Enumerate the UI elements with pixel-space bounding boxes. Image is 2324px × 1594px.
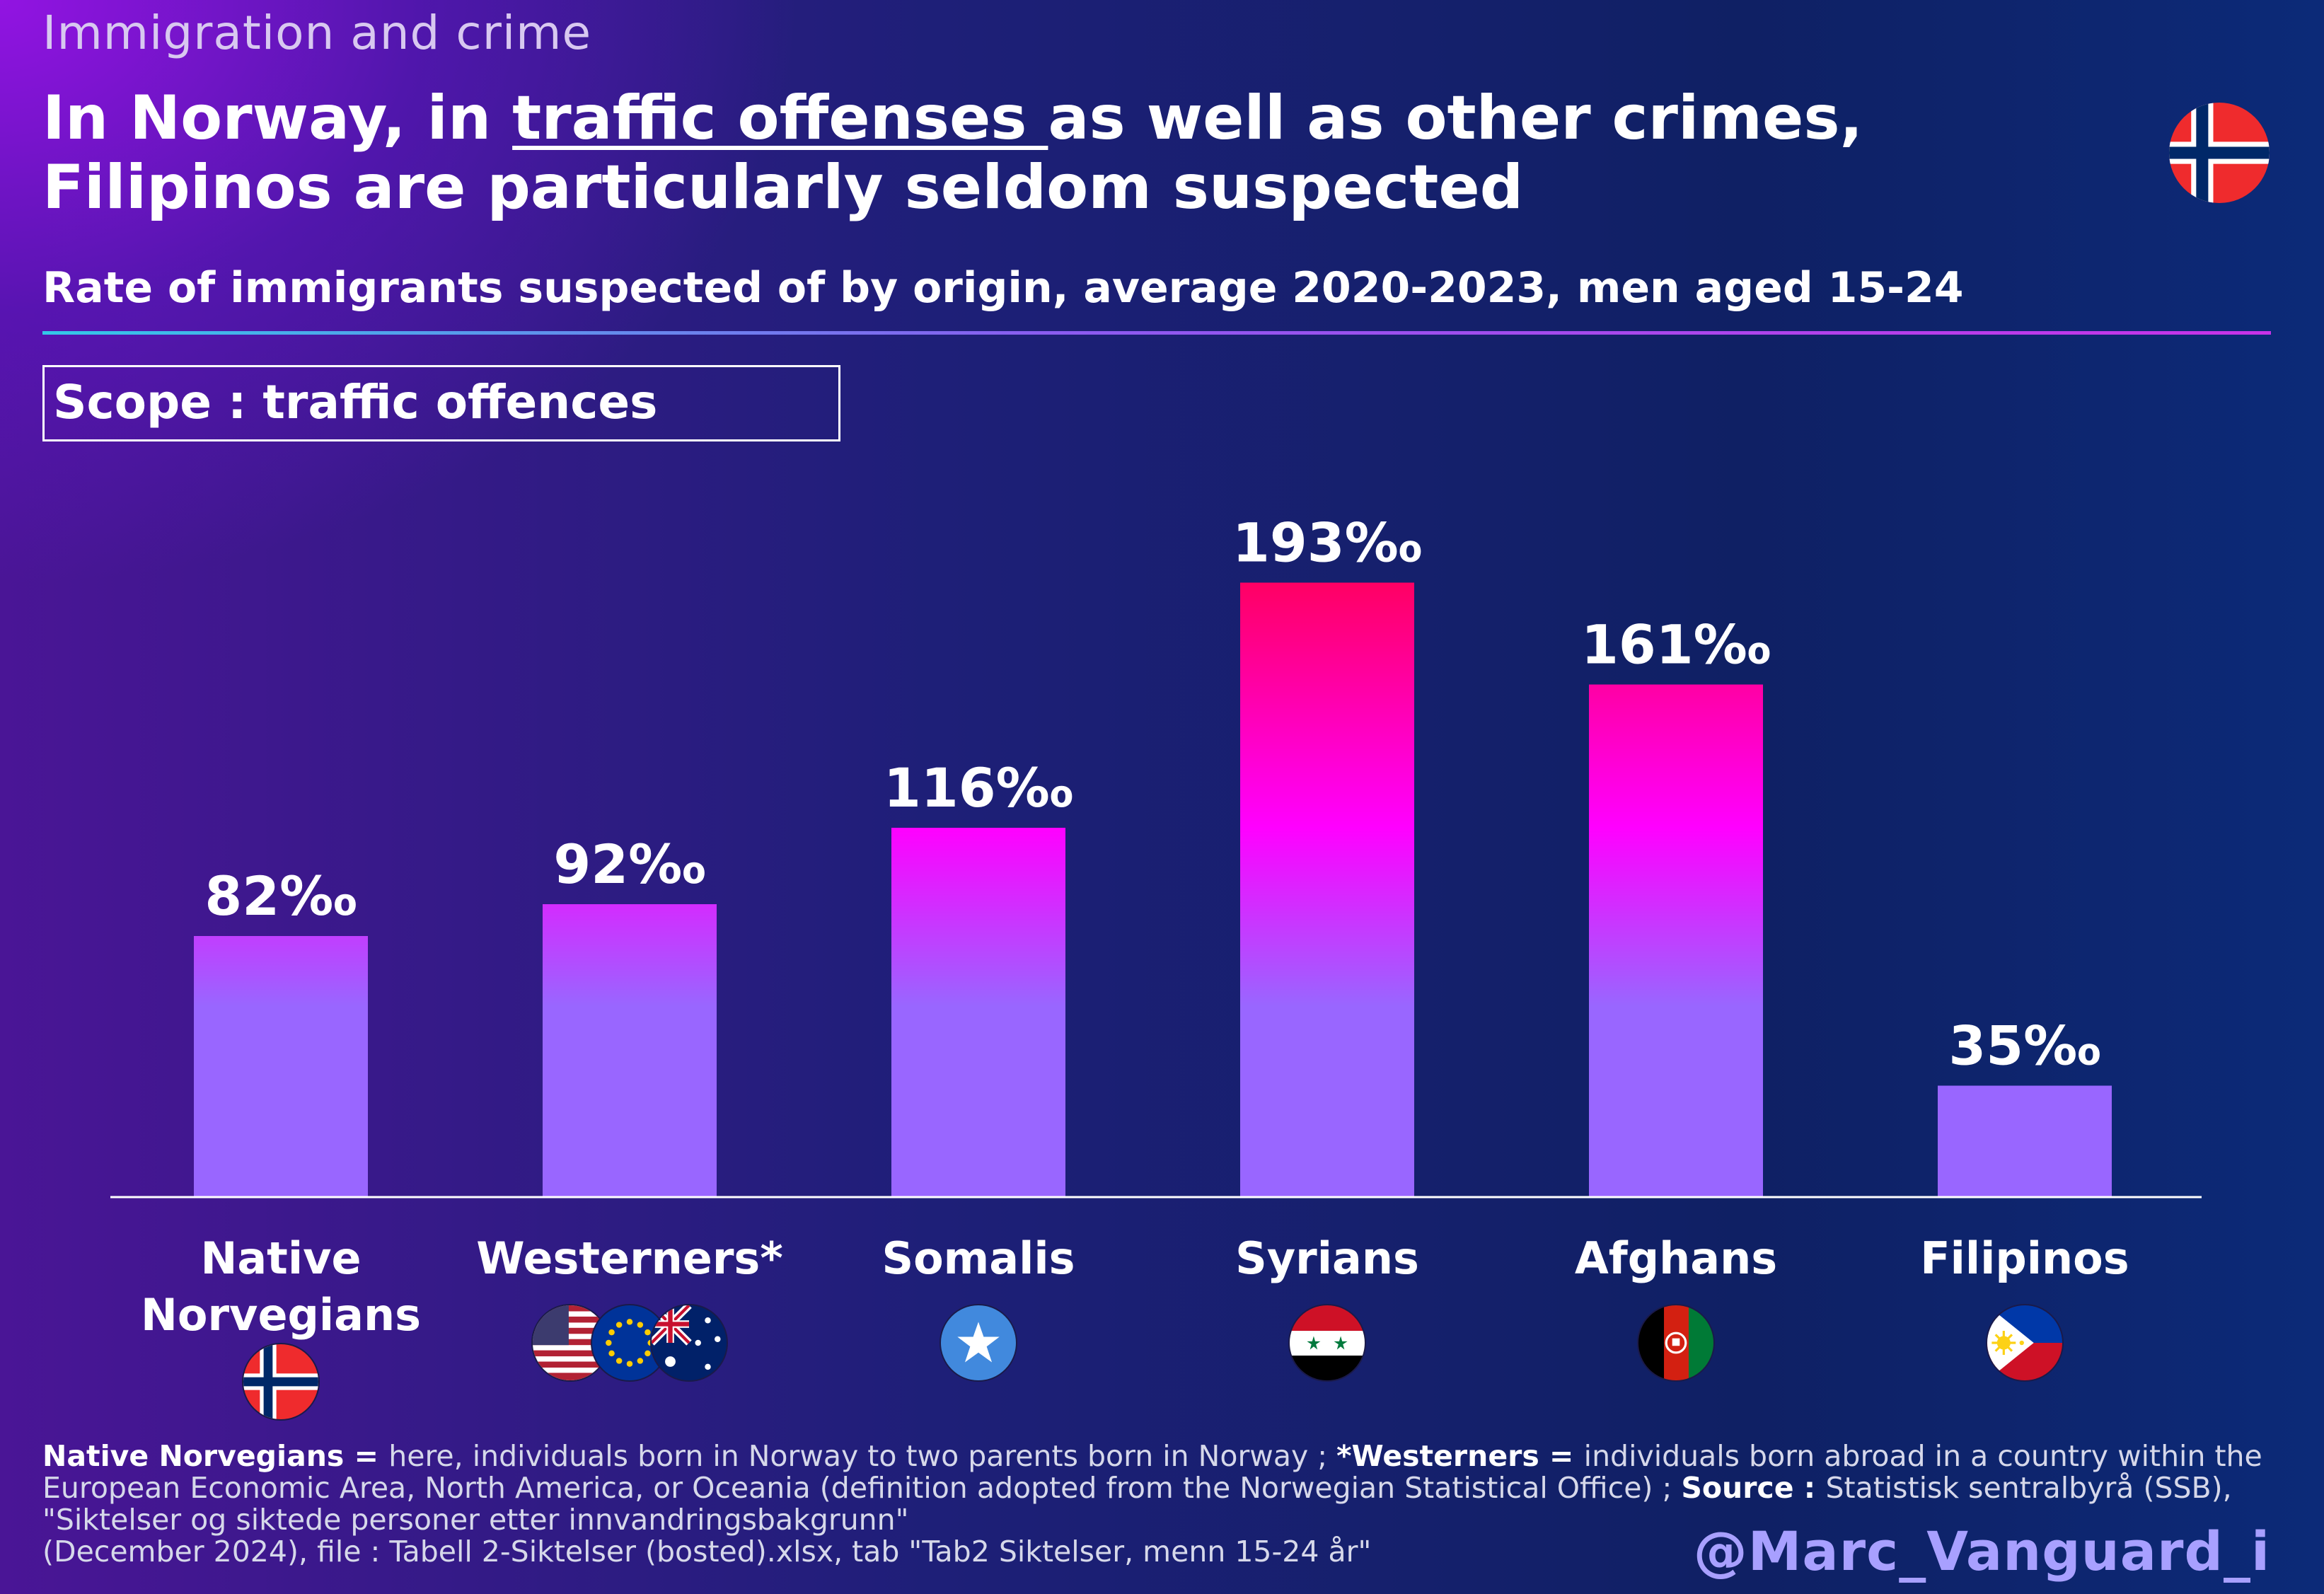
philippines-flag-icon [1986,1304,2064,1382]
category-label-2: Somalis [881,1232,1075,1284]
footnote-source-label: Source : [1681,1471,1826,1505]
footnote-western-text: individuals born abroad in a country wit… [42,1439,2262,1505]
footnote-source-text: Statistisk sentralbyrå (SSB), "Siktelser… [42,1471,2232,1537]
category-label-5: Filipinos [1920,1232,2129,1284]
bar-3 [1240,582,1414,1197]
footnote-file-text: (December 2024), file : Tabell 2-Siktels… [42,1535,1372,1569]
eu-flag-icon [591,1304,669,1382]
title-part2: as well as other crimes, Filipinos are p… [42,83,1863,223]
footnote-native-label: Native Norvegians = [42,1439,389,1473]
norway-flag-icon [242,1343,320,1421]
category-label-1: Westerners* [476,1232,783,1284]
author-handle: @Marc_Vanguard_i [1693,1520,2270,1583]
syria-flag-icon [1288,1304,1366,1382]
footnote: Native Norvegians = here, individuals bo… [42,1440,2271,1568]
bar-4 [1589,684,1763,1197]
scope-box: Scope : traffic offences [42,365,840,441]
somalia-flag-icon [940,1304,1017,1382]
footnote-native-text: here, individuals born in Norway to two … [388,1439,1337,1473]
bar-0 [194,936,368,1197]
category-label-3: Syrians [1235,1232,1419,1284]
category-label-4: Afghans [1575,1232,1777,1284]
bar-1 [543,904,717,1197]
divider [42,331,2271,335]
data-label-4: 161‰ [1581,613,1771,676]
title-part1: In Norway, in [42,83,513,154]
title-underlined: traffic offenses [512,83,1048,154]
data-label-0: 82‰ [204,865,357,928]
data-label-1: 92‰ [553,833,705,896]
data-label-5: 35‰ [1948,1015,2100,1078]
australia-flag-icon [650,1304,728,1382]
norway-flag-icon [2169,103,2270,203]
usa-flag-icon [531,1304,609,1382]
data-label-3: 193‰ [1232,512,1422,574]
footnote-western-label: *Westerners = [1336,1439,1584,1473]
chart-title: In Norway, in traffic offenses as well a… [42,83,2129,222]
bar-5 [1938,1085,2112,1197]
data-label-2: 116‰ [884,756,1073,819]
bar-2 [891,828,1065,1197]
category-label-0-line0: Native [200,1232,361,1284]
afghanistan-flag-icon [1637,1304,1715,1382]
kicker-text: Immigration and crime [42,6,592,60]
category-label-0-line1: Norvegians [141,1289,421,1341]
chart-subtitle: Rate of immigrants suspected of by origi… [42,263,1964,313]
